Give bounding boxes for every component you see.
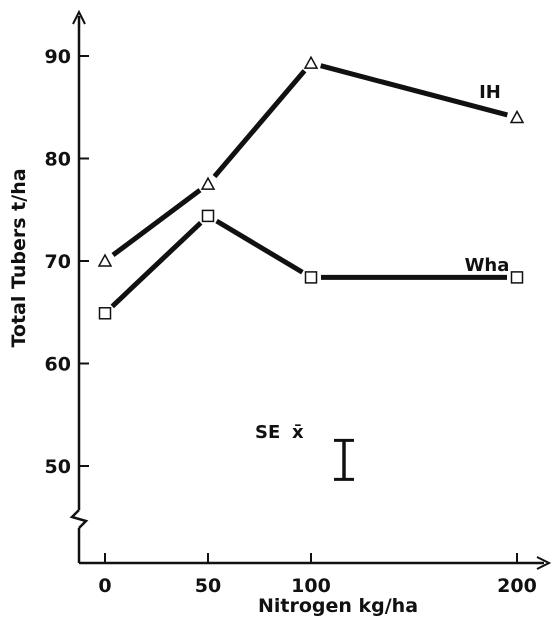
tick-group: 50 60 70 80 90 0 50 100 200 xyxy=(45,46,537,597)
data-point-triangle xyxy=(303,55,319,69)
annotation-group: SE x̄ xyxy=(255,422,354,481)
y-axis-break xyxy=(69,509,89,529)
data-point-square xyxy=(510,271,524,284)
se-error-bar xyxy=(334,438,354,481)
data-point-triangle xyxy=(200,176,216,190)
y-axis-arrow xyxy=(72,9,86,25)
x-axis-arrow xyxy=(536,556,552,570)
y-tick-label: 70 xyxy=(45,251,71,273)
axes xyxy=(69,9,552,570)
x-tick-label: 0 xyxy=(98,575,111,597)
se-symbol: x̄ xyxy=(292,422,304,443)
x-tick-label: 200 xyxy=(497,575,537,597)
series-line-segment xyxy=(212,69,307,179)
series-line-segment xyxy=(111,188,202,258)
data-point-square xyxy=(201,209,215,223)
y-tick-label: 90 xyxy=(45,46,71,68)
series-line-segment xyxy=(110,220,203,309)
series-line-segment xyxy=(320,63,508,118)
series-wha: Wha xyxy=(98,209,524,320)
data-point-triangle xyxy=(97,253,113,267)
y-tick-label: 50 xyxy=(45,456,71,478)
series-group: IH Wha xyxy=(97,55,525,320)
y-tick-label: 60 xyxy=(45,354,71,376)
series-line-segment xyxy=(215,218,304,275)
data-point-triangle xyxy=(509,109,525,124)
series-label: Wha xyxy=(465,255,510,276)
y-tick-label: 80 xyxy=(45,149,71,171)
x-tick-label: 100 xyxy=(291,575,331,597)
se-label: SE xyxy=(255,422,280,443)
series-ih: IH xyxy=(97,55,525,267)
x-tick-label: 50 xyxy=(195,575,221,597)
data-point-square xyxy=(98,307,112,320)
y-axis-title: Total Tubers t/ha xyxy=(8,168,30,347)
data-point-square xyxy=(304,271,318,284)
series-label: IH xyxy=(479,82,501,103)
x-axis-title: Nitrogen kg/ha xyxy=(258,595,418,617)
